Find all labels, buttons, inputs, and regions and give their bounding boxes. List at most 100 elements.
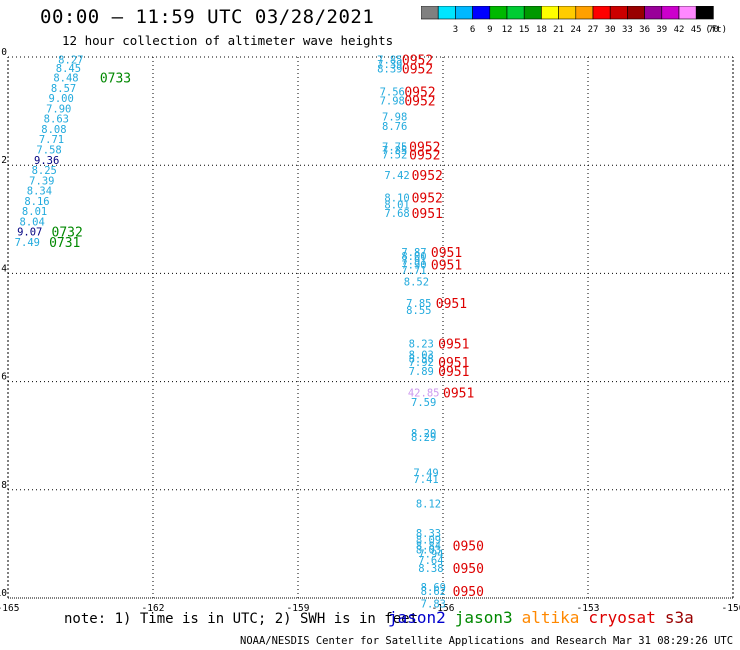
colorbar-swatch [506,6,525,20]
swh-value-label: 7.49 [413,467,438,479]
swh-value-label: 8.03 [416,544,441,556]
footer-credit: NOAA/NESDIS Center for Satellite Applica… [240,635,740,647]
colorbar-swatch [558,6,577,20]
swh-value-label: 8.04 [20,216,45,228]
time-label: 0951 [438,365,469,380]
swh-value-label: 7.64 [418,555,443,567]
colorbar-swatch [575,6,594,20]
y-tick-label: -4 [0,263,7,274]
satellite-legend: jason2 jason3 altika cryosat s3a [388,608,703,627]
swh-value-label: 42.85 [408,387,440,399]
swh-value-label: 8.20 [411,428,436,440]
swh-value-label: 7.59 [411,397,436,409]
swh-value-label: 7.91 [401,255,426,267]
colorbar-swatch [661,6,680,20]
swh-value-label: 8.33 [416,528,441,540]
page-title: 00:00 — 11:59 UTC 03/28/2021 [40,6,375,28]
colorbar-unit-label: (ft) [705,25,727,35]
swh-value-label: 7.56 [380,87,405,99]
swh-value-label: 7.75 [382,141,407,153]
colorbar-tick-label: 15 [519,25,530,35]
swh-value-label: 9.07 [17,227,42,239]
time-label: 0951 [438,356,469,371]
colorbar-swatch [523,6,542,20]
swh-value-label: 7.90 [46,103,71,115]
swh-value-label: 8.55 [406,305,431,317]
time-label: 0952 [409,140,440,155]
colorbar-swatch [421,6,439,20]
swh-value-label: 8.27 [58,55,83,67]
colorbar-tick-label: 27 [588,25,599,35]
colorbar-tick-label: 70 [708,25,719,35]
swh-value-label: 8.00 [401,251,426,263]
swh-value-label: 8.45 [56,63,81,75]
time-label: 0950 [453,562,484,577]
swh-colorbar: 3 6 9 12 15 18 21 24 27 30 33 36 39 42 45 70(ft) [421,6,727,35]
swh-value-label: 8.63 [44,114,69,126]
colorbar-swatch [644,6,663,20]
swh-value-label: 8.03 [409,350,434,362]
colorbar-swatch [489,6,508,20]
colorbar-tick-label: 39 [656,25,667,35]
swh-value-label: 8.48 [53,73,78,85]
swh-value-label: 8.01 [384,200,409,212]
swh-value-label: 8.52 [404,277,429,289]
swh-value-label: 9.36 [34,155,59,167]
satellite-legend-item: s3a [664,608,694,627]
swh-value-label: 7.98 [380,95,405,107]
satellite-legend-item: altika [521,608,580,627]
swh-value-label: 8.69 [421,582,446,594]
satellite-legend-item: cryosat [588,608,656,627]
swh-value-label: 8.58 [409,353,434,365]
colorbar-tick-label: 18 [536,25,547,35]
colorbar-tick-label: 36 [639,25,650,35]
colorbar-swatch [609,6,628,20]
swh-value-label: 7.98 [382,112,407,124]
swh-value-label: 8.01 [22,206,47,218]
colorbar-swatch [678,6,697,20]
swh-value-label: 8.08 [41,124,66,136]
colorbar-tick-label: 45 [691,25,702,35]
swh-value-label: 7.68 [384,208,409,220]
time-label: 0952 [412,192,443,207]
swh-value-label: 7.90 [401,260,426,272]
time-label: 0951 [438,338,469,353]
swh-value-label: 7.94 [418,549,443,561]
time-label: 0952 [402,54,433,69]
colorbar-tick-label: 33 [622,25,633,35]
colorbar-swatch [541,6,559,20]
time-label: 0952 [404,86,435,101]
swh-value-label: 8.57 [51,83,76,95]
swh-value-label: 7.71 [39,134,64,146]
plot-frame [7,56,734,599]
colorbar-tick-label: 21 [553,25,564,35]
x-tick-label: -150 [722,603,740,614]
colorbar-tick-label: 3 [453,25,458,35]
swh-value-label: 7.52 [382,149,407,161]
y-tick-label: -2 [0,155,7,166]
time-label: 0733 [100,72,131,87]
time-label: 0951 [431,259,462,274]
time-label: 0952 [402,62,433,77]
swh-value-label: 7.71 [401,265,426,277]
swh-value-label: 7.92 [409,357,434,369]
page-subtitle: 12 hour collection of altimeter wave hei… [62,33,394,48]
swh-value-label: 8.09 [416,535,441,547]
swh-value-label: 7.87 [401,247,426,259]
swh-value-label: 8.62 [421,586,446,598]
swh-value-label: 7.42 [384,170,409,182]
swh-value-label: 8.10 [384,193,409,205]
swh-value-label: 9.00 [49,93,74,105]
swh-value-label: 8.38 [418,563,443,575]
swh-value-label: 8.25 [32,165,57,177]
time-label: 0950 [453,540,484,555]
swh-value-label: 7.49 [15,237,40,249]
swh-value-label: 7.89 [409,366,434,378]
y-tick-label: -6 [0,372,7,383]
swh-value-label: 8.76 [382,121,407,133]
colorbar-swatch [592,6,611,20]
time-label: 0731 [49,236,80,251]
swh-value-label: 8.39 [377,63,402,75]
swh-value-label: 8.16 [24,196,49,208]
